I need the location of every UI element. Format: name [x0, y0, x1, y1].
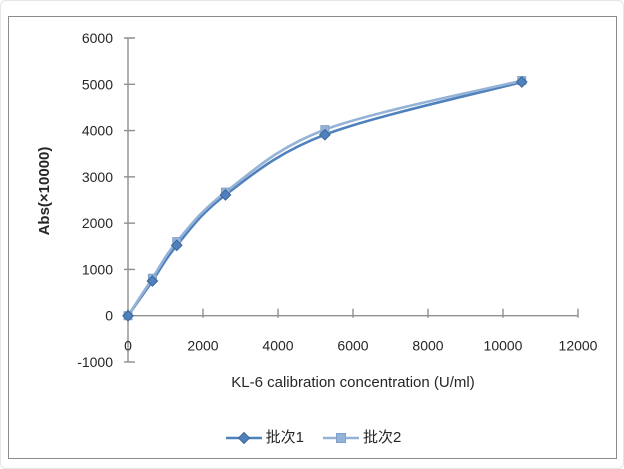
chart-frame	[8, 16, 617, 459]
marker-diamond-batch1	[122, 309, 134, 322]
x-axis-title: KL-6 calibration concentration (U/ml)	[231, 374, 475, 391]
legend-marker-batch1-icon	[225, 432, 262, 444]
y-tick-label: 6000	[82, 30, 113, 46]
y-tick-label: 4000	[82, 123, 113, 139]
legend-item-batch2: 批次2	[322, 429, 401, 447]
marker-diamond-batch1	[146, 275, 159, 287]
x-tick-label: 12000	[559, 338, 598, 354]
legend: 批次1 批次2	[8, 428, 618, 448]
y-axis-title: Abs(×10000)	[36, 146, 53, 236]
legend-item-batch1: 批次1	[225, 429, 304, 447]
marker-diamond-batch1	[318, 128, 331, 141]
series-line-2	[126, 79, 524, 318]
legend-marker-batch2-icon	[323, 433, 359, 443]
legend-label-batch2: 批次2	[363, 429, 402, 446]
y-tick-label: 5000	[82, 76, 113, 92]
marker-diamond-batch1	[219, 189, 232, 201]
marker-diamond-batch1	[170, 239, 183, 252]
x-tick-label: 8000	[412, 338, 443, 354]
y-tick-label: -1000	[77, 354, 113, 370]
y-tick-label: 1000	[82, 261, 113, 277]
y-tick-label: 2000	[82, 215, 113, 231]
series-line-1	[126, 80, 524, 318]
legend-label-batch1: 批次1	[265, 429, 304, 446]
marker-diamond-batch1	[515, 76, 528, 88]
x-tick-label: 10000	[484, 338, 523, 354]
x-tick-label: 4000	[262, 338, 293, 354]
x-tick-label: 0	[124, 338, 132, 354]
y-tick-label: 0	[105, 308, 113, 324]
x-tick-label: 2000	[187, 338, 218, 354]
x-tick-label: 6000	[337, 338, 368, 354]
y-tick-label: 3000	[82, 169, 113, 185]
